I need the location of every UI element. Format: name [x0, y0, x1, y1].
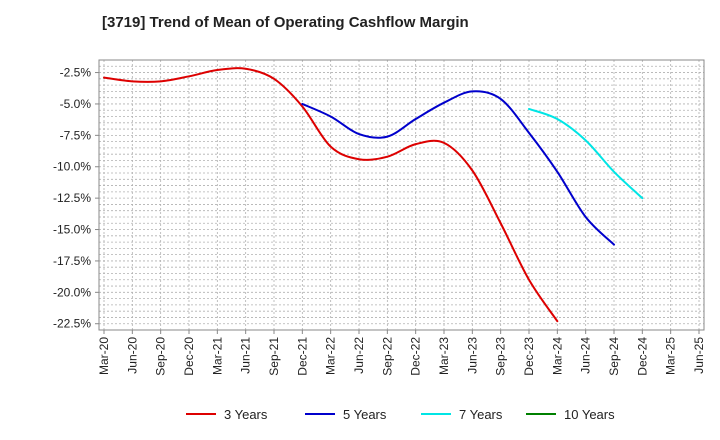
y-tick-label: -15.0%	[53, 223, 91, 237]
x-tick-label: Dec-24	[635, 337, 649, 376]
y-axis: -2.5% -5.0% -7.5% -10.0% -12.5% -15.0% -17.5% -…	[53, 66, 99, 331]
x-axis: Mar-20 Jun-20 Sep-20 Dec-20 Mar-21 Jun-21 Sep-…	[97, 330, 706, 376]
x-tick-label: Sep-21	[267, 337, 281, 376]
legend: 3 Years 5 Years 7 Years 10 Years	[186, 407, 615, 422]
x-tick-label: Mar-24	[550, 337, 564, 375]
x-tick-label: Mar-20	[97, 337, 111, 375]
x-tick-label: Jun-25	[692, 337, 706, 374]
x-tick-label: Dec-22	[409, 337, 423, 376]
x-tick-label: Sep-22	[380, 337, 394, 376]
x-tick-label: Mar-22	[324, 337, 338, 375]
x-tick-label: Mar-25	[664, 337, 678, 375]
y-tick-label: -17.5%	[53, 254, 91, 268]
grid	[99, 60, 704, 330]
legend-label-10-years: 10 Years	[564, 407, 615, 422]
x-tick-label: Jun-20	[125, 337, 139, 374]
legend-label-7-years: 7 Years	[459, 407, 503, 422]
x-tick-label: Jun-21	[239, 337, 253, 374]
series-line-5-years	[301, 90, 615, 246]
series-line-7-years	[528, 107, 644, 200]
x-tick-label: Jun-23	[465, 337, 479, 374]
y-tick-label: -7.5%	[60, 128, 92, 142]
x-tick-label: Mar-21	[210, 337, 224, 375]
y-tick-label: -22.5%	[53, 317, 91, 331]
x-tick-label: Jun-24	[579, 337, 593, 374]
series-lines	[103, 67, 644, 323]
legend-label-5-years: 5 Years	[343, 407, 387, 422]
x-tick-label: Dec-21	[295, 337, 309, 376]
legend-label-3-years: 3 Years	[224, 407, 268, 422]
chart-title: [3719] Trend of Mean of Operating Cashfl…	[102, 14, 469, 31]
x-tick-label: Sep-20	[154, 337, 168, 376]
x-tick-label: Mar-23	[437, 337, 451, 375]
y-tick-label: -20.0%	[53, 285, 91, 299]
y-tick-label: -2.5%	[60, 66, 92, 80]
x-tick-label: Sep-24	[607, 337, 621, 376]
x-tick-label: Sep-23	[494, 337, 508, 376]
x-tick-label: Dec-23	[522, 337, 536, 376]
y-tick-label: -12.5%	[53, 191, 91, 205]
y-tick-label: -5.0%	[60, 97, 92, 111]
series-line-3-years	[103, 67, 559, 323]
y-tick-label: -10.0%	[53, 160, 91, 174]
x-tick-label: Jun-22	[352, 337, 366, 374]
plot-frame	[98, 59, 705, 331]
x-tick-label: Dec-20	[182, 337, 196, 376]
